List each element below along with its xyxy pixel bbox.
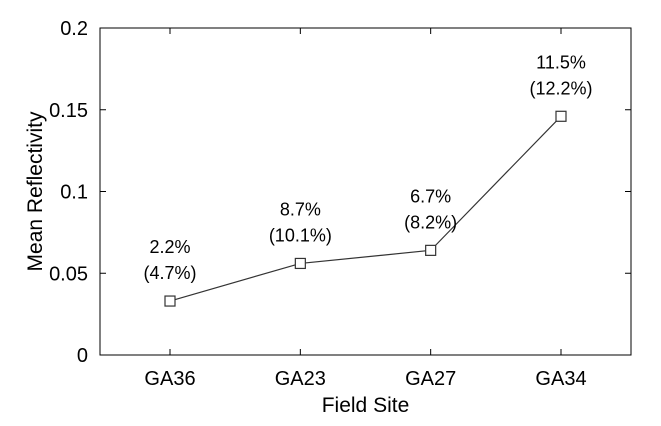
annotation-percent: 6.7% [410,186,451,206]
plot-frame [99,27,632,356]
x-tick-label: GA36 [144,368,195,390]
y-tick-label: 0.1 [60,182,88,204]
data-point-marker [294,257,306,270]
x-tick-label: GA34 [535,368,586,390]
annotation-layer: 2.2% (4.7%) 8.7% (10.1%) 6.7% (8.2%) 11.5% (12.… [143,52,592,283]
y-tick-label: 0.05 [49,263,88,285]
x-axis-ticks: GA36 GA23 GA27 GA34 [144,28,587,390]
annotation-percent: 11.5% [536,52,586,72]
y-tick-label: 0.2 [60,18,88,40]
annotation-percent-paren: (4.7%) [143,263,196,283]
x-tick-label: GA23 [275,368,326,390]
y-axis-label: Mean Reflectivity [24,111,47,271]
data-point-marker [555,110,567,122]
y-tick-label: 0 [77,345,88,367]
x-axis-label: Field Site [322,394,410,417]
data-point-marker [425,244,437,256]
series-layer [164,110,567,307]
annotation-percent-paren: (8.2%) [404,212,457,232]
annotation-percent: 8.7% [280,199,321,219]
data-point-marker [164,295,176,307]
y-tick-label: 0.15 [49,100,88,122]
series-line [169,115,562,302]
annotation-percent-paren: (12.2%) [529,78,592,98]
annotation-percent: 2.2% [149,237,190,257]
annotation-percent-paren: (10.1%) [269,225,332,245]
x-tick-label: GA27 [405,368,456,390]
y-axis-ticks: 0 0.05 0.1 0.15 0.2 [49,18,631,367]
